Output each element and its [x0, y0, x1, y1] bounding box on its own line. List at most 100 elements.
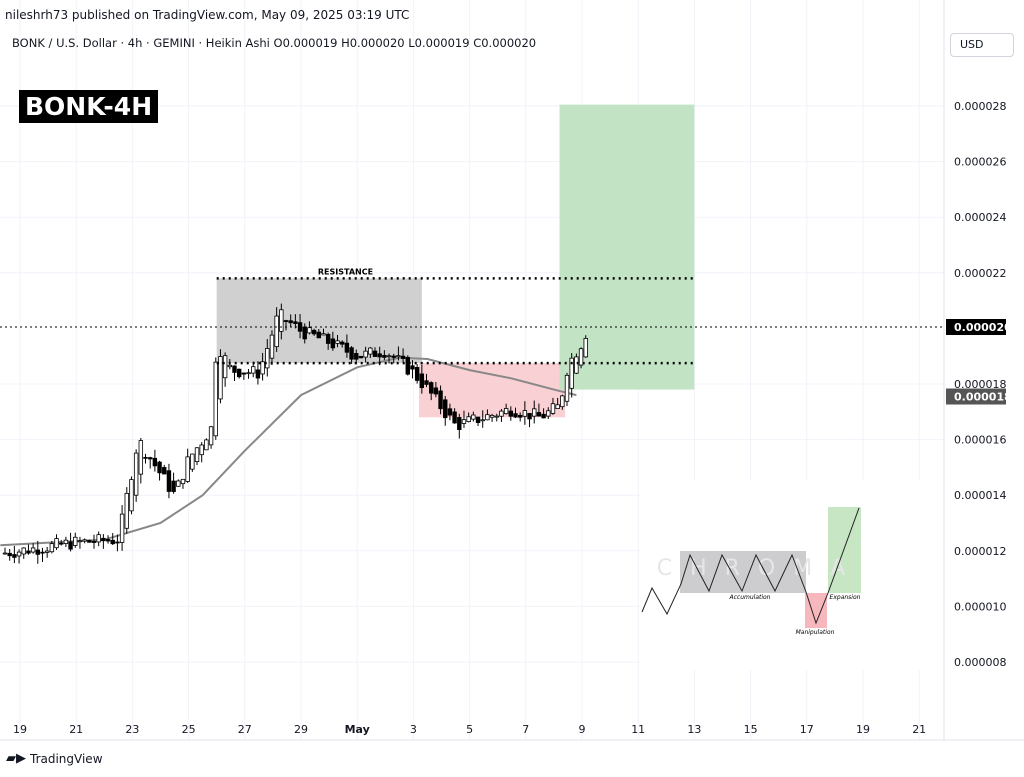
y-tick-label: 0.000016 — [954, 434, 1007, 447]
candle-body — [574, 356, 579, 374]
candle-body — [40, 551, 45, 554]
y-tick-label: 0.000014 — [954, 489, 1007, 502]
candle-body — [7, 552, 12, 557]
inset-manipulation-box — [805, 593, 827, 628]
candle-body — [316, 331, 321, 339]
y-tick-label: 0.000022 — [954, 267, 1007, 280]
zone-expansion — [559, 104, 695, 390]
candle-body — [105, 539, 111, 542]
candle-body — [129, 479, 134, 512]
candle-body — [44, 550, 50, 553]
candle-body — [162, 467, 167, 475]
candle-body — [560, 395, 565, 408]
candle-body — [583, 338, 588, 358]
candle-body — [194, 447, 200, 463]
candle-body — [251, 366, 256, 374]
candle-body — [119, 513, 125, 543]
candle-body — [555, 404, 560, 409]
candle-body — [171, 480, 176, 492]
candle-body — [457, 417, 462, 430]
tradingview-logo[interactable]: ▰▶ TradingView — [6, 751, 103, 766]
candle-body — [433, 387, 439, 395]
x-tick-label: 17 — [800, 723, 814, 736]
x-tick-label: 23 — [125, 723, 139, 736]
candle-body — [208, 426, 214, 446]
inset-price-zigzag — [641, 507, 860, 625]
candle-body — [246, 372, 251, 375]
candle-body — [87, 540, 92, 543]
candle-body — [302, 326, 307, 340]
candle-body — [424, 380, 429, 385]
zone-accumulation — [216, 278, 422, 364]
marked-price-badge-text: 0.000018 — [954, 391, 1012, 404]
candle-body — [49, 543, 55, 553]
x-tick-label: 29 — [294, 723, 308, 736]
candle-body — [522, 410, 528, 417]
candle-body — [372, 350, 378, 357]
candle-body — [176, 480, 181, 487]
y-tick-label: 0.000012 — [954, 545, 1007, 558]
candle-body — [283, 320, 289, 322]
candle-body — [405, 356, 410, 375]
candle-body — [143, 456, 148, 459]
candle-body — [166, 470, 172, 492]
candle-body — [438, 390, 443, 410]
candle-body — [503, 408, 509, 415]
candle-body — [204, 439, 209, 451]
publish-info: nileshrh73 published on TradingView.com,… — [5, 8, 410, 22]
candle-body — [101, 537, 106, 542]
candle-body — [96, 534, 101, 543]
candle-body — [232, 365, 237, 373]
candle-body — [396, 355, 401, 358]
x-tick-label: 15 — [744, 723, 758, 736]
y-tick-label: 0.000024 — [954, 211, 1007, 224]
candle-body — [475, 416, 481, 423]
current-price-badge — [946, 319, 1006, 336]
candle-body — [321, 333, 326, 336]
candle-body — [368, 347, 373, 355]
candle-body — [340, 341, 345, 345]
candle-body — [311, 329, 317, 335]
candle-body — [63, 539, 69, 544]
x-tick-label: 7 — [522, 723, 529, 736]
currency-button[interactable]: USD — [950, 33, 1014, 57]
candle-body — [265, 348, 270, 369]
candle-body — [447, 408, 453, 416]
candle-body — [16, 551, 22, 557]
x-tick-label: May — [345, 723, 370, 736]
inset-accumulation-box — [680, 551, 806, 593]
y-tick-label: 0.000010 — [954, 600, 1007, 613]
y-tick-label: 0.000018 — [954, 378, 1007, 391]
candle-body — [307, 327, 312, 334]
candle-body — [517, 414, 523, 418]
candle-body — [157, 461, 162, 474]
candle-body — [377, 353, 382, 358]
candle-body — [91, 540, 97, 543]
candle-body — [255, 369, 261, 379]
candle-body — [77, 540, 83, 543]
candle-body — [480, 419, 485, 422]
chart-title-badge: BONK-4H — [19, 90, 159, 123]
candle-body — [354, 353, 359, 360]
x-tick-label: 21 — [912, 723, 926, 736]
candle-body — [190, 453, 195, 470]
candle-body — [227, 364, 233, 368]
candle-body — [12, 554, 17, 558]
y-tick-label: 0.000008 — [954, 656, 1007, 669]
candle-body — [185, 456, 190, 482]
level-label: RESISTANCE — [318, 267, 373, 276]
candle-body — [513, 413, 518, 418]
candle-body — [293, 321, 298, 324]
candle-body — [241, 372, 247, 375]
candle-body — [110, 539, 115, 545]
candle-body — [428, 382, 434, 394]
candle-body — [274, 315, 279, 348]
candle-body — [400, 355, 406, 359]
candle-body — [466, 416, 471, 422]
candle-body — [325, 333, 331, 344]
candle-body — [199, 444, 204, 456]
candle-body — [2, 552, 8, 555]
candle-body — [82, 539, 87, 542]
candle-body — [73, 536, 78, 546]
candle-body — [564, 374, 570, 402]
